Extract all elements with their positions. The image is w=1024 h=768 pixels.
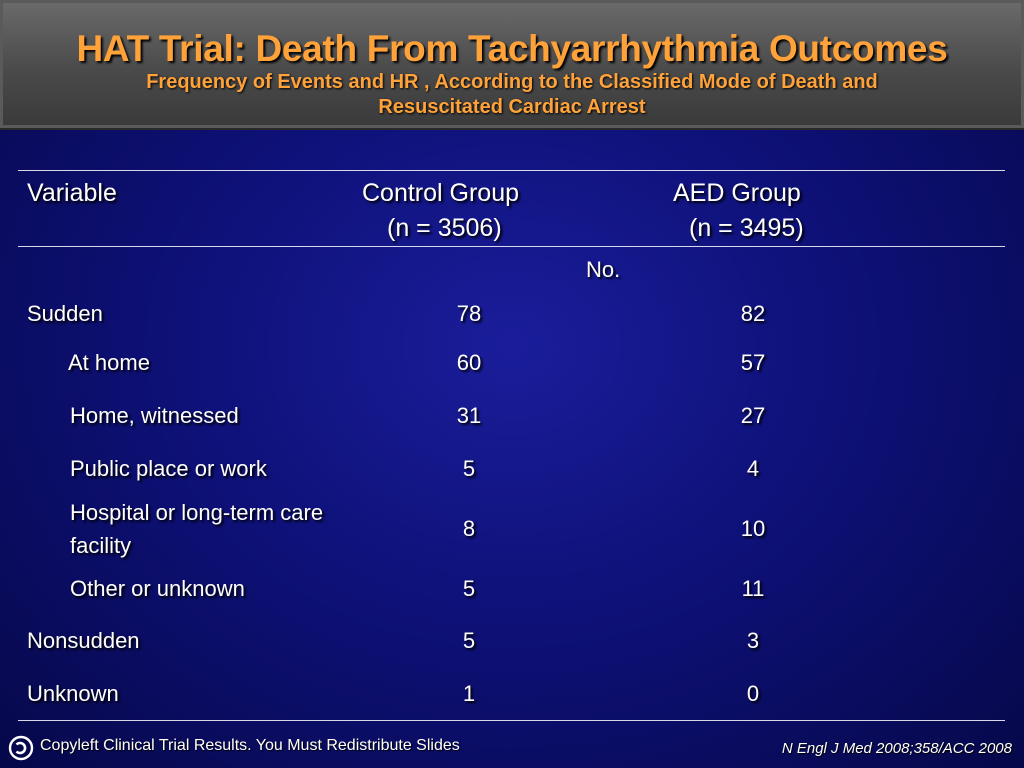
control-value: 5 bbox=[462, 456, 476, 481]
row-label: Sudden bbox=[27, 301, 103, 326]
row-label: At home bbox=[68, 350, 150, 375]
header-aed-n: (n = 3495) bbox=[689, 214, 804, 242]
header-control-group: Control Group bbox=[362, 179, 520, 207]
subtitle-line-1: Frequency of Events and HR , According t… bbox=[146, 71, 878, 93]
header-bottom-rule bbox=[18, 246, 1005, 247]
control-value: 78 bbox=[456, 301, 482, 326]
header-variable: Variable bbox=[27, 179, 117, 207]
aed-value: 3 bbox=[746, 628, 760, 653]
control-value: 5 bbox=[462, 576, 476, 601]
control-value: 8 bbox=[462, 516, 476, 541]
aed-value: 11 bbox=[741, 576, 765, 601]
row-label-line-1: Hospital or long-term care bbox=[70, 500, 324, 525]
row-label: Public place or work bbox=[70, 456, 267, 481]
slide-subtitle: Frequency of Events and HR , According t… bbox=[40, 70, 984, 120]
aed-value: 57 bbox=[740, 350, 766, 375]
copyleft-notice: Copyleft Clinical Trial Results. You Mus… bbox=[40, 737, 460, 754]
title-bar bbox=[0, 0, 1024, 130]
slide-title: HAT Trial: Death From Tachyarrhythmia Ou… bbox=[76, 28, 948, 69]
header-aed-group: AED Group bbox=[673, 179, 801, 207]
units-label: No. bbox=[586, 257, 621, 282]
citation: N Engl J Med 2008;358/ACC 2008 bbox=[781, 740, 1012, 757]
row-label: Nonsudden bbox=[27, 628, 140, 653]
control-value: 1 bbox=[462, 681, 476, 706]
aed-value: 4 bbox=[746, 456, 760, 481]
row-label: Other or unknown bbox=[70, 576, 245, 601]
control-value: 5 bbox=[462, 628, 476, 653]
row-label: Home, witnessed bbox=[70, 403, 239, 428]
aed-value: 10 bbox=[740, 516, 766, 541]
copyleft-icon bbox=[8, 735, 34, 761]
subtitle-line-2: Resuscitated Cardiac Arrest bbox=[378, 96, 646, 118]
control-value: 31 bbox=[456, 403, 482, 428]
header-control-n: (n = 3506) bbox=[387, 214, 502, 242]
control-value: 60 bbox=[456, 350, 482, 375]
table-top-rule bbox=[18, 170, 1005, 171]
table-bottom-rule bbox=[18, 720, 1005, 721]
aed-value: 0 bbox=[746, 681, 760, 706]
aed-value: 27 bbox=[740, 403, 766, 428]
aed-value: 82 bbox=[740, 301, 766, 326]
row-label: Unknown bbox=[27, 681, 119, 706]
row-label-line-2: facility bbox=[70, 533, 132, 558]
